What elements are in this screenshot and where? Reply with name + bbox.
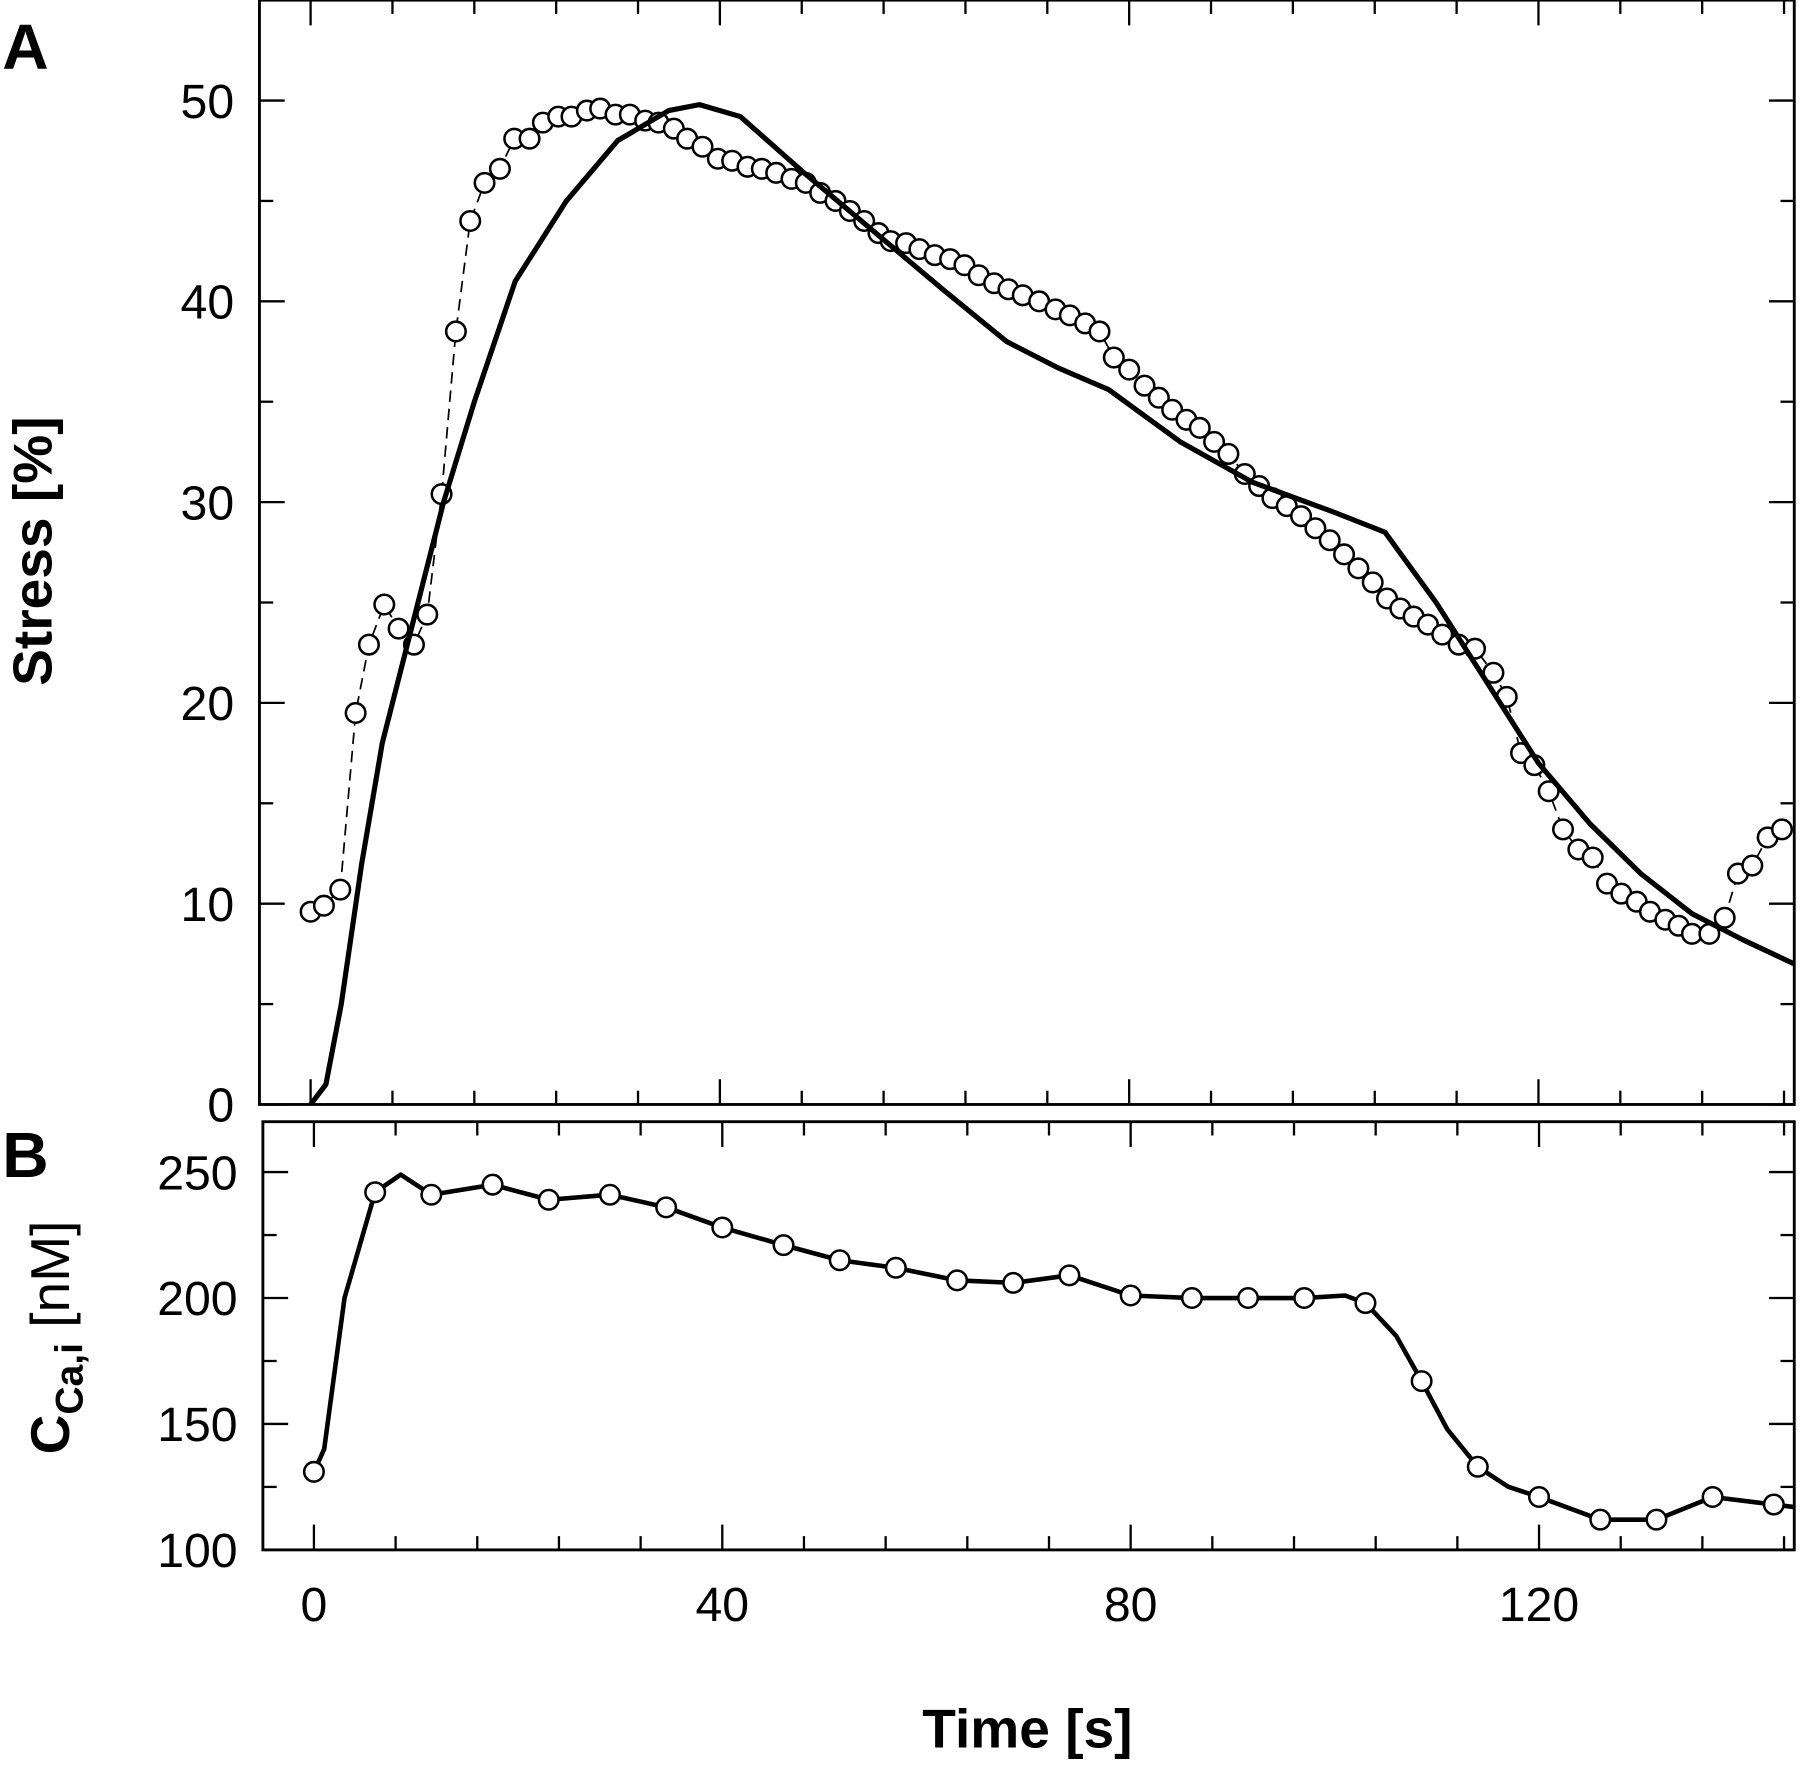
y-tick-label: 30 bbox=[181, 476, 235, 530]
data-point bbox=[1318, 529, 1341, 552]
y-title-b-unit: [nM] bbox=[19, 1221, 81, 1343]
data-point bbox=[1293, 1286, 1316, 1310]
y-tick-label: 200 bbox=[157, 1272, 237, 1326]
data-point bbox=[1551, 818, 1575, 841]
data-point bbox=[1180, 1286, 1203, 1310]
data-point bbox=[598, 1183, 622, 1206]
y-tick-label: 10 bbox=[181, 878, 235, 932]
panel-label-b: B bbox=[2, 1119, 48, 1191]
data-point bbox=[1354, 1292, 1377, 1315]
data-point bbox=[1119, 1284, 1142, 1307]
data-point bbox=[655, 1196, 678, 1219]
panel-a: 0 10 20 30 40 50 bbox=[181, 0, 1796, 1133]
y-tick-label: 50 bbox=[181, 75, 235, 129]
series-line-measured bbox=[310, 107, 1783, 935]
plot-frame bbox=[258, 0, 1796, 1106]
data-point bbox=[387, 617, 410, 640]
data-point bbox=[1203, 430, 1226, 453]
data-point bbox=[459, 209, 482, 233]
x-axis-title: Time [s] bbox=[922, 1697, 1132, 1759]
data-point bbox=[420, 1183, 443, 1206]
y-axis-title-a: Stress [%] bbox=[2, 416, 64, 685]
data-point bbox=[302, 1460, 325, 1483]
data-point bbox=[1237, 1286, 1260, 1310]
data-point bbox=[537, 1188, 560, 1211]
data-point bbox=[1347, 557, 1370, 580]
data-point bbox=[416, 603, 439, 626]
data-point bbox=[1290, 505, 1313, 528]
data-point bbox=[373, 593, 396, 616]
data-point bbox=[1537, 780, 1560, 803]
data-point bbox=[1002, 1271, 1025, 1294]
data-point bbox=[1701, 1485, 1724, 1509]
data-point bbox=[946, 1269, 969, 1292]
y-title-b-sub: Ca,i bbox=[49, 1343, 92, 1415]
y-tick-label: 40 bbox=[181, 276, 235, 330]
y-tick-label: 0 bbox=[207, 1079, 234, 1133]
data-point bbox=[1431, 623, 1454, 646]
data-point bbox=[1188, 416, 1211, 439]
data-point bbox=[364, 1181, 387, 1204]
data-point bbox=[1645, 1508, 1668, 1531]
data-point bbox=[1304, 517, 1327, 540]
data-point bbox=[772, 1234, 795, 1257]
x-tick-label: 80 bbox=[1104, 1578, 1158, 1632]
data-point bbox=[1762, 1493, 1785, 1516]
data-point bbox=[1333, 543, 1356, 566]
data-point bbox=[1118, 358, 1141, 381]
data-point bbox=[1102, 346, 1125, 369]
data-point bbox=[884, 1256, 907, 1279]
series-line-intracellular-calcium bbox=[311, 1172, 1795, 1522]
x-tick-label: 40 bbox=[695, 1578, 749, 1632]
y-axis-title-b: CCa,i [nM] bbox=[19, 1221, 92, 1455]
data-point bbox=[1713, 906, 1736, 929]
plot-frame bbox=[261, 1120, 1796, 1552]
data-point bbox=[518, 127, 541, 150]
data-point bbox=[1147, 386, 1170, 409]
panel-label-a: A bbox=[2, 11, 48, 83]
y-title-b-main: C bbox=[19, 1415, 81, 1455]
data-point bbox=[1133, 374, 1156, 397]
data-point bbox=[312, 894, 335, 917]
data-point bbox=[1088, 320, 1111, 343]
data-point bbox=[444, 320, 467, 343]
data-point bbox=[711, 1216, 734, 1239]
data-point bbox=[828, 1249, 851, 1272]
panel-b: 0 40 80 120 100 150 200 250 bbox=[157, 1120, 1796, 1632]
data-point bbox=[357, 633, 380, 656]
data-point bbox=[1528, 1485, 1551, 1509]
data-point bbox=[1361, 571, 1384, 594]
x-tick-label: 0 bbox=[301, 1578, 328, 1632]
data-point bbox=[691, 135, 714, 158]
data-point bbox=[1410, 1370, 1433, 1393]
y-tick-label: 150 bbox=[157, 1398, 237, 1452]
plot-area bbox=[299, 97, 1795, 1105]
data-point bbox=[344, 701, 367, 724]
data-point bbox=[481, 1173, 504, 1196]
data-point bbox=[329, 878, 352, 901]
y-tick-label: 20 bbox=[181, 677, 235, 731]
data-point bbox=[1058, 1264, 1081, 1287]
data-point bbox=[1217, 442, 1240, 465]
plot-area bbox=[302, 1172, 1795, 1531]
data-point bbox=[1770, 818, 1794, 841]
data-point bbox=[1466, 1455, 1489, 1478]
data-point bbox=[1741, 854, 1764, 877]
data-point bbox=[488, 157, 511, 180]
data-point bbox=[1589, 1508, 1612, 1531]
y-tick-label: 250 bbox=[157, 1146, 237, 1200]
data-point bbox=[1581, 846, 1604, 869]
series-line-model bbox=[308, 102, 1795, 1105]
x-tick-label: 120 bbox=[1499, 1578, 1579, 1632]
y-tick-label: 100 bbox=[157, 1524, 237, 1578]
data-point bbox=[473, 171, 496, 194]
